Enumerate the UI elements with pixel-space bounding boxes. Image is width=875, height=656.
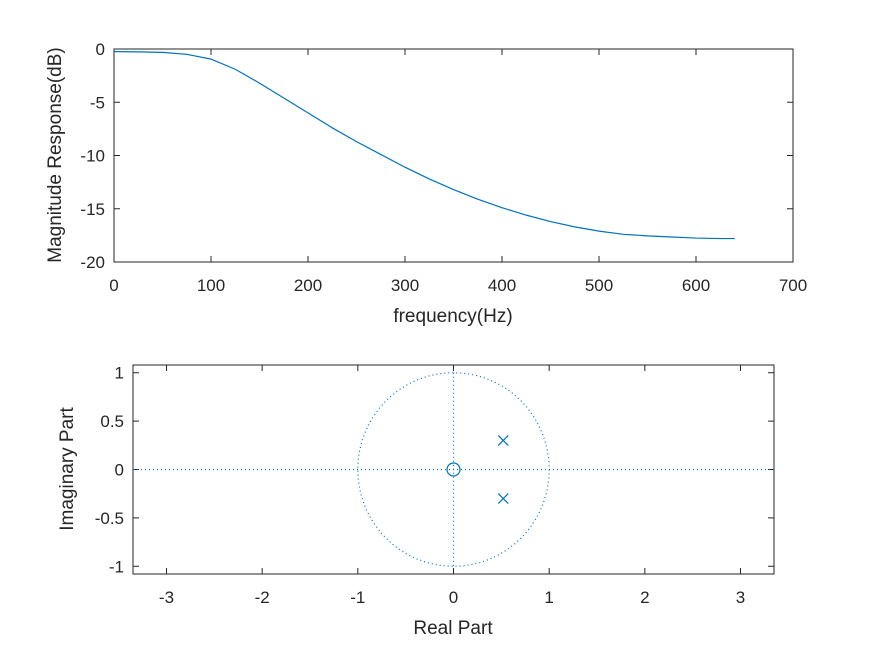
bottom-y-tick-label: 0.5 <box>100 412 124 431</box>
bottom-x-tick-label: 0 <box>449 588 458 607</box>
top-ticks: 0 100 200 300 400 500 600 700 0 -5 -10 -15 -20 <box>80 40 807 295</box>
bottom-y-tick-label: -0.5 <box>95 509 124 528</box>
top-y-tick-label: -10 <box>80 147 105 166</box>
bottom-x-tick-label: -3 <box>159 588 174 607</box>
top-y-tick-label: -5 <box>90 93 105 112</box>
top-x-tick-label: 0 <box>109 276 118 295</box>
pole-zero-plot: -3 -2 -1 0 1 2 3 1 0.5 0 -0.5 -1 Real Part Imaginar… <box>57 364 775 639</box>
bottom-x-tick-label: 2 <box>640 588 649 607</box>
pole-marker <box>497 493 509 504</box>
bottom-x-tick-label: 3 <box>736 588 745 607</box>
magnitude-response-line <box>113 51 735 240</box>
top-x-tick-label: 100 <box>197 276 225 295</box>
unit-circle <box>357 372 550 567</box>
pole-marker <box>497 435 509 446</box>
bottom-y-tick-label: 1 <box>115 364 124 383</box>
top-axes-box <box>113 48 794 263</box>
top-x-tick-label: 700 <box>779 276 807 295</box>
pole-zero-marks <box>133 372 774 567</box>
top-y-axis-label: Magnitude Response(dB) <box>45 47 66 262</box>
zero-marker <box>446 462 461 477</box>
magnitude-response-plot: 0 100 200 300 400 500 600 700 0 -5 -10 -15 -20 frequ… <box>45 40 807 327</box>
bottom-x-tick-label: 1 <box>544 588 553 607</box>
bottom-ticks: -3 -2 -1 0 1 2 3 1 0.5 0 -0.5 -1 <box>95 364 774 607</box>
top-x-tick-label: 300 <box>391 276 419 295</box>
bottom-x-tick-label: -1 <box>350 588 365 607</box>
bottom-x-axis-label: Real Part <box>413 618 493 639</box>
top-x-axis-label: frequency(Hz) <box>393 306 512 327</box>
top-x-tick-label: 400 <box>488 276 516 295</box>
top-x-tick-label: 500 <box>585 276 613 295</box>
bottom-x-tick-label: -2 <box>255 588 270 607</box>
bottom-y-tick-label: 0 <box>115 461 124 480</box>
top-y-tick-label: 0 <box>96 40 105 59</box>
bottom-y-tick-label: -1 <box>109 557 124 576</box>
bottom-y-axis-label: Imaginary Part <box>57 407 78 531</box>
top-y-tick-label: -20 <box>80 253 105 272</box>
top-y-tick-label: -15 <box>80 200 105 219</box>
top-x-tick-label: 200 <box>294 276 322 295</box>
top-x-tick-label: 600 <box>682 276 710 295</box>
